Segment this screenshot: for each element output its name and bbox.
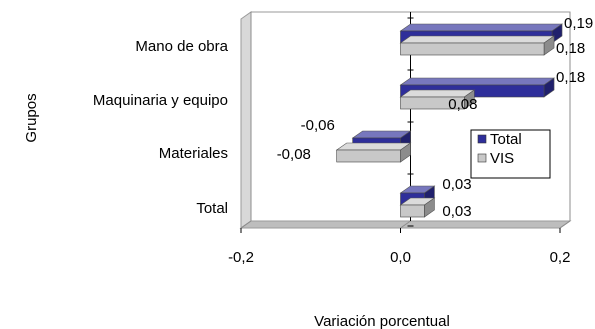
bar-vis-1 <box>399 89 476 110</box>
x-tick-label: 0,2 <box>550 249 571 266</box>
bar-vis-0 <box>399 35 556 56</box>
category-labels: Mano de obra Maquinaria y equipo Materiale… <box>93 38 229 217</box>
x-tick-labels: -0,2 0,0 0,2 <box>228 249 570 266</box>
bar-front <box>400 204 425 218</box>
legend-swatch <box>477 134 487 144</box>
value-label: 0,19 <box>564 15 593 32</box>
bar-vis-3 <box>399 197 436 218</box>
value-label: 0,18 <box>556 40 585 57</box>
gridline-floor <box>240 220 252 229</box>
bar-front <box>400 42 545 56</box>
bar-front <box>336 149 401 163</box>
bar-top <box>399 77 556 86</box>
value-label: -0,08 <box>277 146 311 163</box>
x-tick-label: -0,2 <box>228 249 254 266</box>
value-labels: 0,19 0,18 0,18 0,08 -0,06 -0,08 0,03 0,03 <box>277 15 594 220</box>
legend: Total VIS <box>470 129 551 179</box>
bar-vis-2 <box>335 142 412 163</box>
x-axis-title: Variación porcentual <box>314 313 450 329</box>
side-wall <box>240 11 252 229</box>
category-label: Total <box>196 200 228 217</box>
gridline-floor <box>559 220 571 229</box>
legend-swatch <box>477 153 487 163</box>
value-label: 0,03 <box>442 203 471 220</box>
bar-top <box>399 23 563 32</box>
category-label: Maquinaria y equipo <box>93 92 228 109</box>
bar-top <box>399 35 556 44</box>
x-tick-label: 0,0 <box>390 249 411 266</box>
bar-top <box>335 142 412 151</box>
value-label: 0,18 <box>556 69 585 86</box>
bars <box>335 23 563 218</box>
bar-front <box>400 96 465 110</box>
value-label: -0,06 <box>301 117 335 134</box>
gridline-floor <box>400 220 411 229</box>
category-label: Materiales <box>159 145 228 162</box>
value-label: 0,03 <box>442 176 471 193</box>
legend-label: VIS <box>490 150 514 167</box>
legend-label: Total <box>490 131 522 148</box>
y-axis-title: Grupos <box>23 93 40 142</box>
value-label: 0,08 <box>448 96 477 113</box>
category-label: Mano de obra <box>135 38 228 55</box>
